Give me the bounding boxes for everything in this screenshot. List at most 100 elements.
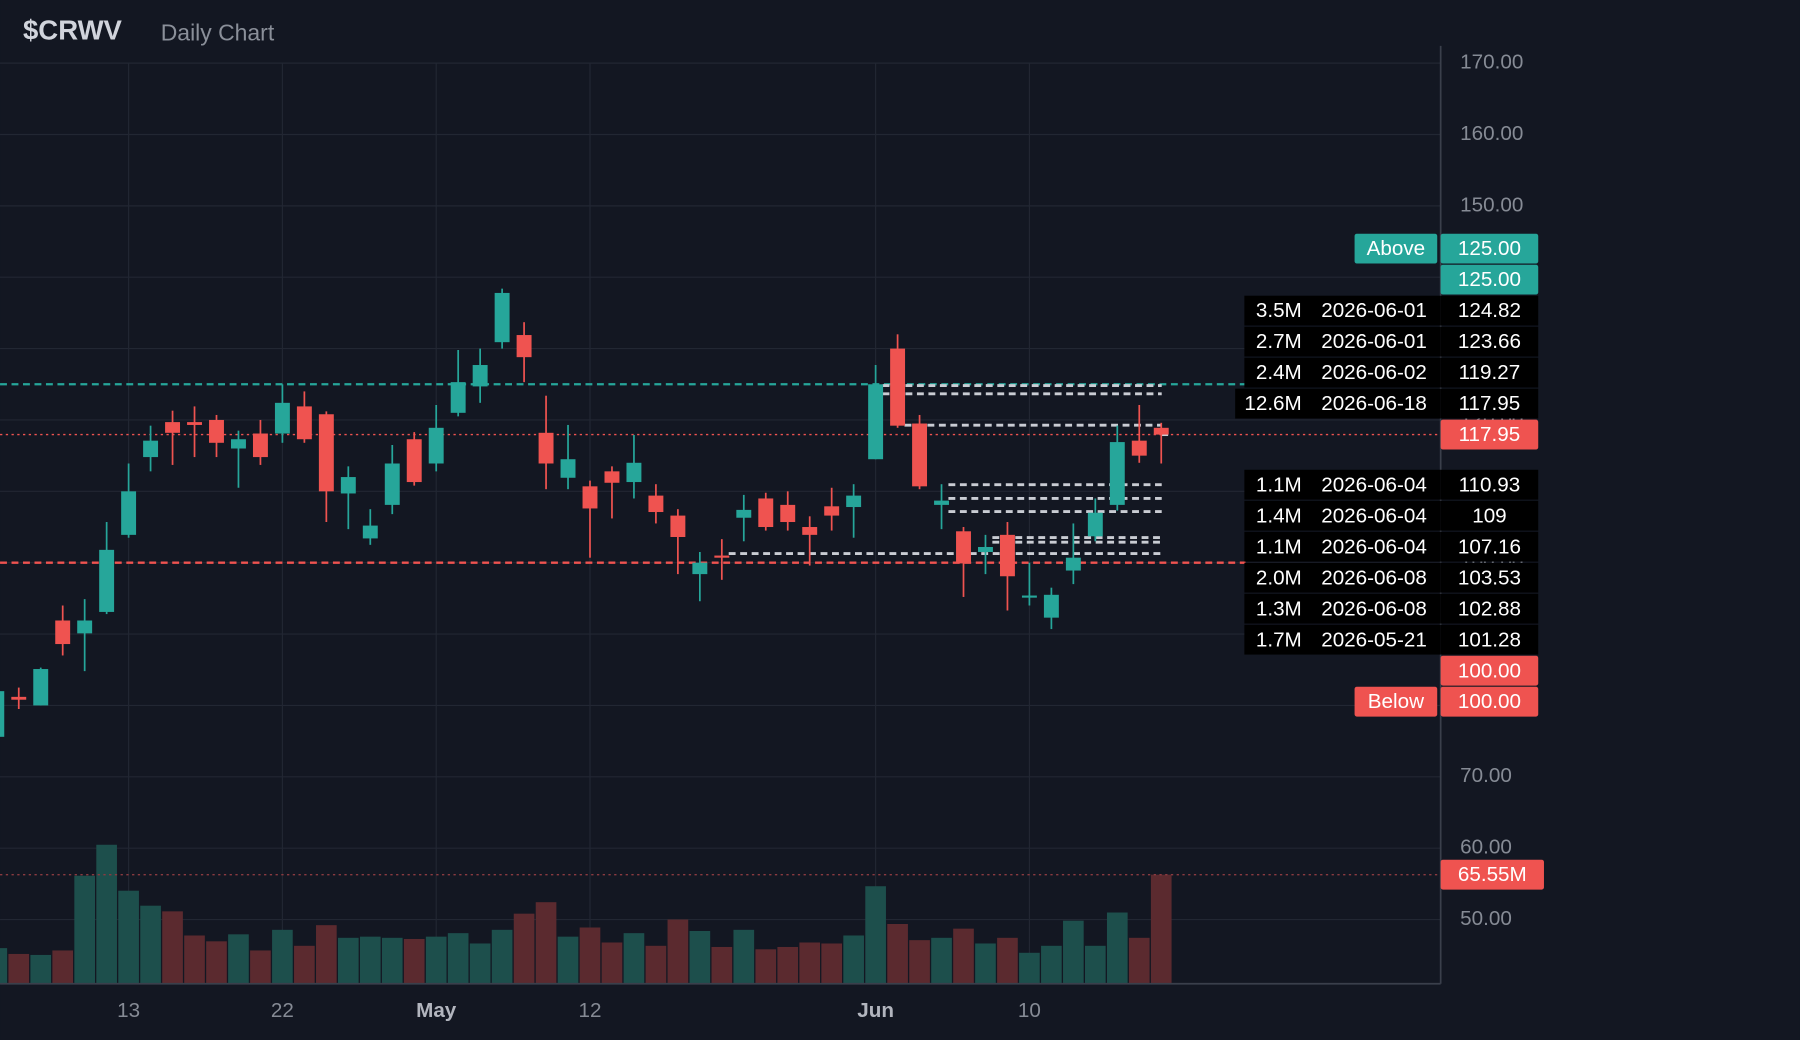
level-callout-box xyxy=(1244,295,1441,326)
volume-bar xyxy=(118,890,139,984)
volume-bar xyxy=(513,913,535,984)
level-date: 2026-06-04 xyxy=(1321,504,1427,527)
alert-pill xyxy=(1354,233,1438,264)
volume-bar xyxy=(228,934,249,984)
level-price-box xyxy=(1440,388,1539,419)
candle-body xyxy=(516,335,532,358)
level-price-box xyxy=(1440,624,1539,655)
candle-body xyxy=(1131,440,1147,456)
volume-bar xyxy=(623,933,645,984)
y-tick-label: 150.00 xyxy=(1460,193,1523,216)
candle-body xyxy=(428,427,444,464)
candle-body xyxy=(846,495,862,508)
x-tick-label: Jun xyxy=(857,999,894,1022)
volume-bar xyxy=(1106,912,1128,984)
volume-bar xyxy=(491,929,513,984)
candle-body xyxy=(187,422,202,425)
candle-body xyxy=(384,463,400,505)
candle-body xyxy=(1109,442,1125,505)
volume-bar xyxy=(1084,945,1106,984)
candle-body xyxy=(978,546,993,552)
x-tick-label: 10 xyxy=(1018,999,1041,1022)
volume-bar xyxy=(711,946,733,984)
candle-body xyxy=(582,486,598,509)
right-labels: 125.00 100.00 Above 125.00 Below 100.00 3.5M 20… xyxy=(1235,233,1544,890)
candle-body xyxy=(121,491,137,535)
candle-body xyxy=(868,384,884,460)
candle-body xyxy=(626,462,642,483)
price-label-box xyxy=(1440,419,1539,450)
level-price: 124.82 xyxy=(1458,299,1521,322)
candle-body xyxy=(362,525,378,539)
x-tick-label: 13 xyxy=(117,999,140,1022)
volume-bar xyxy=(953,928,974,984)
level-size: 1.1M xyxy=(1256,473,1302,496)
grid xyxy=(0,62,1441,984)
price-label: 117.95 xyxy=(1459,423,1521,446)
volume-bar xyxy=(250,950,271,984)
price-label-box xyxy=(1440,686,1539,717)
volume-bar xyxy=(96,844,117,984)
volume-bar xyxy=(447,933,469,984)
candle-body xyxy=(736,509,752,518)
level-date: 2026-06-02 xyxy=(1321,361,1427,384)
level-price: 109 xyxy=(1472,504,1506,527)
candles xyxy=(0,288,1169,737)
volume-bar xyxy=(975,943,996,984)
volume-bar xyxy=(30,954,52,984)
level-price-box xyxy=(1440,562,1539,593)
volume-bar xyxy=(733,929,755,984)
level-size: 2.7M xyxy=(1256,330,1302,353)
level-date: 2026-06-18 xyxy=(1321,392,1427,415)
volume-bar xyxy=(0,948,8,984)
price-label-box xyxy=(1440,859,1544,890)
level-callout-box xyxy=(1244,624,1441,655)
candle-body xyxy=(648,495,664,513)
chart-subtitle: Daily Chart xyxy=(161,19,275,45)
candle-body xyxy=(296,406,312,440)
candle-body xyxy=(0,691,5,737)
alert-pill xyxy=(1354,686,1438,717)
level-size: 12.6M xyxy=(1244,392,1301,415)
candle-body xyxy=(99,549,115,612)
candle-body xyxy=(11,696,27,700)
candle-body xyxy=(692,562,708,575)
level-callout-box xyxy=(1235,388,1441,419)
candle-body xyxy=(714,555,730,558)
level-callout-box xyxy=(1244,562,1441,593)
volume-bar xyxy=(535,902,557,984)
volume-bar xyxy=(821,943,843,984)
level-price-box xyxy=(1440,326,1539,357)
candle-body xyxy=(77,620,93,634)
candle-body xyxy=(1087,512,1103,537)
level-callout-box xyxy=(1244,357,1441,388)
candle-body xyxy=(165,422,181,433)
candle-body xyxy=(143,440,159,458)
level-size: 1.7M xyxy=(1256,628,1302,651)
level-date: 2026-06-01 xyxy=(1321,330,1427,353)
candle-body xyxy=(999,534,1015,577)
volume-bar xyxy=(931,937,952,984)
price-label-box xyxy=(1440,655,1539,686)
alert-name: Above xyxy=(1367,237,1426,260)
price-label: 65.55M xyxy=(1458,863,1527,886)
level-callout-box xyxy=(1244,593,1441,624)
level-price-box xyxy=(1440,593,1539,624)
level-price-box xyxy=(1440,531,1539,562)
volume-bar xyxy=(337,937,359,984)
price-label: 125.00 xyxy=(1458,268,1521,291)
level-callout-box xyxy=(1244,531,1441,562)
level-date: 2026-06-04 xyxy=(1321,535,1427,558)
volume-bar xyxy=(162,911,183,984)
level-price: 102.88 xyxy=(1458,597,1521,620)
volume-bar xyxy=(316,925,337,984)
volume-bar xyxy=(843,935,864,984)
volume-bar xyxy=(909,940,930,984)
level-size: 1.4M xyxy=(1256,504,1302,527)
volume-bar xyxy=(887,923,908,984)
level-price: 101.28 xyxy=(1458,628,1521,651)
volume-bar xyxy=(140,905,161,984)
volume-bar xyxy=(667,919,689,984)
candle-body xyxy=(824,506,840,516)
